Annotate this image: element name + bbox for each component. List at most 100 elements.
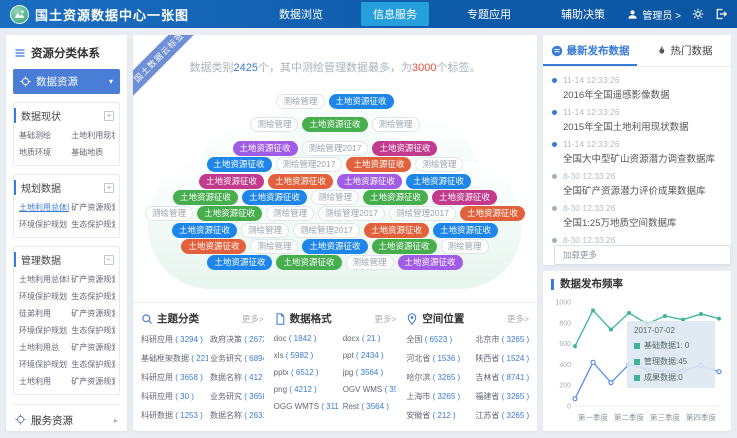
stat-item[interactable]: 全国 ( 6523 )	[406, 335, 453, 344]
cloud-tag[interactable]: 土地资源征收	[372, 141, 438, 156]
stat-item[interactable]: OGV WMS ( 356 )	[342, 385, 397, 394]
logout-icon[interactable]	[715, 8, 727, 20]
stat-item[interactable]: 福建省 ( 3265 )	[475, 392, 530, 401]
cloud-tag[interactable]: 测绘管理2017	[389, 206, 456, 221]
more-link[interactable]: 更多>	[374, 313, 397, 324]
stat-item[interactable]: 哈尔滨 ( 3265 )	[406, 373, 461, 382]
news-item[interactable]: 11-14 12:33:26 2015年全国土地利用现状数据	[552, 107, 722, 133]
cloud-tag[interactable]: 土地资源征收	[241, 190, 307, 205]
settings-gear-icon[interactable]	[692, 8, 704, 20]
stat-item[interactable]: png ( 4212 )	[273, 385, 317, 394]
sidebar-item[interactable]: 土地利用总	[19, 343, 59, 352]
cloud-tag[interactable]: 测绘管理	[371, 117, 420, 132]
sidebar-item[interactable]: 环境保护规划	[19, 220, 67, 229]
cloud-tag[interactable]: 土地资源征收	[432, 223, 498, 238]
sidebar-item[interactable]: 矿产资源规划	[71, 275, 115, 284]
more-link[interactable]: 更多>	[507, 313, 530, 324]
cloud-tag[interactable]: 土地资源征收	[172, 223, 238, 238]
cloud-tag[interactable]: 土地资源征收	[337, 174, 403, 189]
sidebar-item[interactable]: 土地利用	[19, 377, 51, 386]
sidebar-item[interactable]: 基础地质	[71, 148, 104, 157]
cloud-tag[interactable]: 测绘管理	[345, 255, 394, 270]
cloud-tag[interactable]: 土地资源征收	[459, 206, 525, 221]
cloud-tag[interactable]: 土地资源征收	[302, 239, 368, 254]
sidebar-item[interactable]: 基础测绘	[19, 131, 51, 140]
sidebar-item[interactable]: 生态保护规划	[71, 360, 115, 369]
cloud-tag[interactable]: 测绘管理2017	[275, 157, 343, 172]
expand-toggle-icon[interactable]: −	[104, 254, 114, 265]
sidebar-item[interactable]: 环境保护规划	[19, 360, 67, 369]
stat-item[interactable]: 数据名称 ( 412 )	[210, 373, 264, 382]
stat-item[interactable]: 安徽省 ( 212 )	[406, 411, 456, 420]
sidebar-item-data-resource[interactable]: 数据资源 ▾	[13, 69, 120, 94]
cloud-tag[interactable]: 土地资源征收	[232, 141, 298, 156]
cloud-tag[interactable]: 测绘管理	[250, 239, 299, 254]
cloud-tag[interactable]: 测绘管理	[415, 157, 464, 172]
cloud-tag[interactable]: 土地资源征收	[207, 255, 273, 270]
stat-item[interactable]: 江苏省 ( 3265 )	[475, 411, 530, 420]
sidebar-item[interactable]: 生态保护规划	[71, 326, 115, 335]
cloud-tag[interactable]: 测绘管理2017	[293, 223, 360, 238]
stat-item[interactable]: 科研数据 ( 1253 )	[141, 411, 203, 420]
news-item[interactable]: 8-30 12:33:26 全国矿产资源潜力评价成果数据库	[552, 171, 722, 197]
stat-item[interactable]: 科研应用 ( 3294 )	[141, 335, 203, 344]
more-link[interactable]: 更多>	[241, 313, 264, 324]
nav-item-0[interactable]: 数据浏览	[279, 9, 324, 21]
cloud-tag[interactable]: 测绘管理2017	[301, 141, 369, 156]
sidebar-item[interactable]: 土地利用总体规划	[19, 275, 69, 284]
tab-latest-data[interactable]: 最新发布数据	[543, 35, 637, 66]
sidebar-item[interactable]: 矿产资源规划	[71, 309, 115, 318]
cloud-tag[interactable]: 土地资源征收	[346, 157, 412, 172]
cloud-tag[interactable]: 土地资源征收	[371, 239, 437, 254]
stat-item[interactable]: pptx ( 6512 )	[273, 368, 319, 377]
cloud-tag[interactable]: 土地资源征收	[397, 255, 463, 270]
sidebar-item[interactable]: 土地利用现状	[71, 131, 115, 140]
sidebar-item[interactable]: 地质环境	[19, 148, 51, 157]
stat-item[interactable]: 科研应用 ( 30 )	[141, 392, 194, 401]
news-item[interactable]: 11-14 12:33:26 2016年全国遥感影像数据	[552, 75, 722, 101]
cloud-tag[interactable]: 测绘管理2017	[318, 206, 386, 221]
cloud-tag[interactable]: 土地资源征收	[302, 117, 368, 132]
stat-item[interactable]: 基础框架数据 ( 221 )	[141, 354, 209, 363]
nav-item-3[interactable]: 辅助决策	[561, 9, 606, 21]
sidebar-item[interactable]: 生态保护规划	[71, 220, 115, 229]
stat-item[interactable]: xls ( 5982 )	[273, 351, 314, 360]
stat-item[interactable]: 上海市 ( 3265 )	[406, 392, 461, 401]
stat-item[interactable]: OGG WMTS ( 311 )	[273, 402, 341, 411]
sidebar-group-header[interactable]: 数据现状 +	[14, 103, 119, 127]
expand-toggle-icon[interactable]: +	[104, 182, 114, 193]
cloud-tag[interactable]: 土地资源征收	[363, 190, 429, 205]
sidebar-item[interactable]: 土地利用总体规划	[19, 203, 69, 212]
stat-item[interactable]: 政府决策 ( 2672 )	[210, 335, 264, 344]
cloud-tag[interactable]: 测绘管理	[145, 206, 194, 221]
tab-hot-data[interactable]: 热门数据	[637, 35, 731, 66]
sidebar-item[interactable]: 生态保护规划	[71, 292, 115, 301]
cloud-tag[interactable]: 土地资源征收	[198, 174, 264, 189]
cloud-tag[interactable]: 土地资源征收	[406, 174, 472, 189]
stat-item[interactable]: docx ( 21 )	[342, 334, 381, 343]
cloud-tag[interactable]: 土地资源征收	[363, 223, 429, 238]
stat-item[interactable]: 数据名称 ( 2631 )	[210, 411, 264, 420]
cloud-tag[interactable]: 土地资源征收	[328, 94, 394, 109]
cloud-tag[interactable]: 土地资源征收	[181, 239, 247, 254]
user-menu[interactable]: 管理员 >	[627, 7, 681, 22]
cloud-tag[interactable]: 测绘管理	[241, 223, 290, 238]
cloud-tag[interactable]: 土地资源征收	[432, 190, 498, 205]
sidebar-group-header[interactable]: 规划数据 +	[14, 175, 119, 199]
sidebar-item[interactable]: 环境保护规划	[19, 292, 67, 301]
cloud-tag[interactable]: 土地资源征收	[197, 206, 263, 221]
nav-item-2[interactable]: 专题应用	[467, 9, 512, 21]
sidebar-footer-item-0[interactable]: 服务资源 ▸	[13, 404, 120, 428]
cloud-tag[interactable]: 土地资源征收	[172, 190, 238, 205]
cloud-tag[interactable]: 土地资源征收	[276, 255, 342, 270]
stat-item[interactable]: jpg ( 3564 )	[342, 368, 384, 377]
stat-item[interactable]: 北京市 ( 3265 )	[475, 335, 530, 344]
expand-toggle-icon[interactable]: +	[104, 110, 114, 121]
stat-item[interactable]: ppt ( 2434 )	[342, 351, 384, 360]
stat-item[interactable]: doc ( 1842 )	[273, 334, 317, 343]
stat-item[interactable]: 陕西省 ( 1524 )	[475, 354, 530, 363]
cloud-tag[interactable]: 测绘管理	[266, 206, 315, 221]
stat-item[interactable]: 河北省 ( 1536 )	[406, 354, 461, 363]
sidebar-group-header[interactable]: 管理数据 −	[14, 247, 119, 271]
